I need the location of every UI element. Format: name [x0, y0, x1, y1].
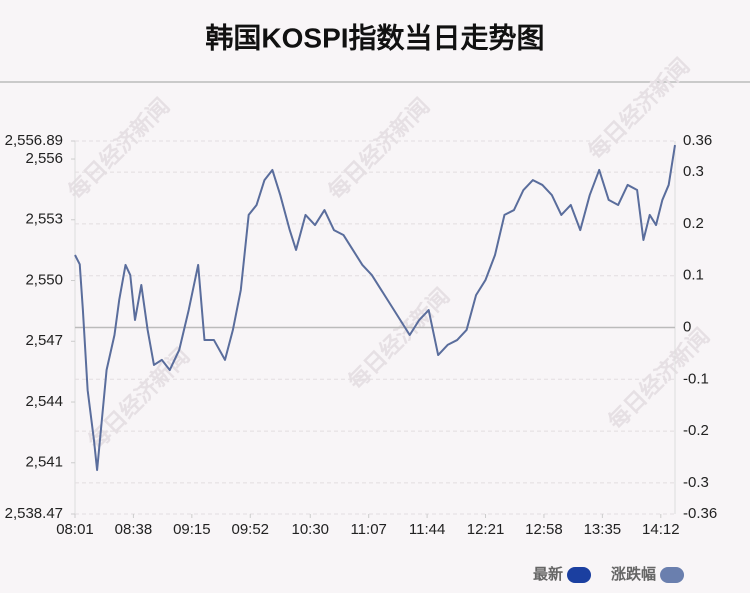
x-tick-label: 08:38: [115, 521, 153, 538]
y2-tick-label: 0.36: [683, 132, 712, 149]
chart-title: 韩国KOSPI指数当日走势图: [205, 22, 544, 53]
x-tick-label: 08:01: [56, 521, 94, 538]
legend-swatch: [567, 567, 592, 583]
y-tick-label: 2,556: [25, 150, 63, 167]
y-tick-label: 2,544: [25, 393, 63, 410]
x-tick-label: 11:07: [350, 521, 386, 538]
legend-swatch: [660, 567, 685, 583]
x-tick-label: 10:30: [291, 521, 329, 538]
y2-tick-label: 0.3: [683, 163, 704, 180]
y2-tick-label: -0.3: [683, 474, 709, 491]
y2-tick-label: -0.36: [683, 505, 717, 522]
y-tick-label: 2,556.89: [5, 132, 63, 149]
x-tick-label: 11:44: [409, 521, 445, 538]
x-tick-label: 13:35: [584, 521, 622, 538]
y2-tick-label: -0.1: [683, 370, 709, 387]
y-tick-label: 2,553: [25, 211, 63, 228]
legend-label: 涨跌幅: [611, 565, 656, 583]
y2-tick-label: -0.2: [683, 422, 709, 439]
x-tick-label: 14:12: [642, 521, 680, 538]
y2-tick-label: 0.2: [683, 215, 704, 232]
y2-tick-label: 0.1: [683, 267, 704, 284]
y-tick-label: 2,550: [25, 271, 63, 288]
legend-label: 最新: [533, 565, 563, 583]
x-tick-label: 09:52: [231, 521, 269, 538]
y-tick-label: 2,547: [25, 332, 63, 349]
x-tick-label: 09:15: [173, 521, 211, 538]
price-line: [74, 144, 676, 472]
x-tick-label: 12:21: [467, 521, 505, 538]
x-tick-label: 12:58: [525, 521, 563, 538]
y-tick-label: 2,541: [25, 454, 63, 471]
y2-tick-label: 0: [683, 318, 691, 335]
y-tick-label: 2,538.47: [5, 505, 63, 522]
